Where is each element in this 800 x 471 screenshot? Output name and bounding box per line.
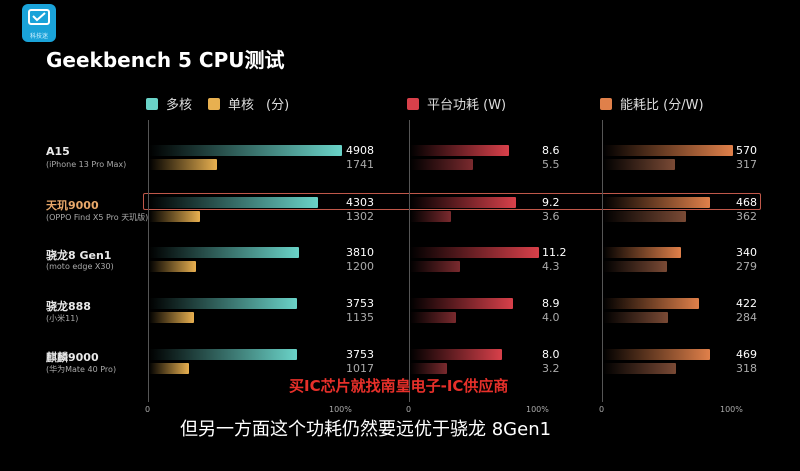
bar-secondary — [603, 211, 686, 222]
bar-primary — [603, 197, 710, 208]
bar-secondary — [603, 159, 675, 170]
value-label: 317 — [736, 158, 757, 171]
value-label: 284 — [736, 311, 757, 324]
logo-text: 科技迷 — [29, 33, 48, 40]
value-label: 5.5 — [542, 158, 560, 171]
bar-primary — [410, 197, 516, 208]
bar-secondary — [149, 261, 196, 272]
category-label: 麒麟9000 — [46, 351, 99, 364]
category-sublabel: (小米11) — [46, 314, 79, 323]
axis-line — [602, 120, 603, 402]
tick-label: 0 — [145, 405, 151, 414]
value-label: 1135 — [346, 311, 374, 324]
category-sublabel: (OPPO Find X5 Pro 天玑版) — [46, 213, 149, 222]
category-sublabel: (华为Mate 40 Pro) — [46, 365, 117, 374]
bar-secondary — [603, 261, 667, 272]
value-label: 3.2 — [542, 362, 560, 375]
channel-logo: 科技迷 — [22, 4, 56, 42]
value-label: 340 — [736, 246, 757, 259]
value-label: 4303 — [346, 196, 374, 209]
chart-title: Geekbench 5 CPU测试 — [46, 48, 285, 72]
video-subtitle: 但另一方面这个功耗仍然要远优于骁龙 8Gen1 — [180, 419, 552, 440]
value-label: 4.3 — [542, 260, 560, 273]
bar-primary — [603, 298, 699, 309]
bar-secondary — [410, 312, 456, 323]
value-label: 1741 — [346, 158, 374, 171]
tick-label: 100% — [329, 405, 352, 414]
value-label: 570 — [736, 144, 757, 157]
category-label: 天玑9000 — [46, 199, 99, 212]
bar-secondary — [410, 159, 473, 170]
value-label: 4908 — [346, 144, 374, 157]
value-label: 1302 — [346, 210, 374, 223]
legend-unit: (分) — [266, 98, 290, 113]
category-sublabel: (iPhone 13 Pro Max) — [46, 160, 127, 169]
value-label: 8.6 — [542, 144, 560, 157]
bar-secondary — [410, 211, 451, 222]
value-label: 3753 — [346, 297, 374, 310]
bar-primary — [410, 298, 513, 309]
watermark: 买IC芯片就找南皇电子-IC供应商 — [289, 377, 509, 395]
bar-secondary — [410, 363, 447, 374]
axis-line — [409, 120, 410, 402]
tick-label: 0 — [406, 405, 412, 414]
bar-primary — [410, 247, 539, 258]
axis-line — [148, 120, 149, 402]
bar-primary — [603, 247, 681, 258]
logo-icon — [28, 9, 50, 25]
value-label: 362 — [736, 210, 757, 223]
legend-multi: 多核 — [166, 98, 193, 113]
tick-label: 100% — [720, 405, 743, 414]
value-label: 1200 — [346, 260, 374, 273]
bar-primary — [149, 349, 297, 360]
value-label: 3753 — [346, 348, 374, 361]
value-label: 4.0 — [542, 311, 560, 324]
bar-secondary — [149, 211, 200, 222]
bar-primary — [603, 145, 733, 156]
legend-swatch-efficiency — [600, 97, 612, 110]
legend-efficiency: 能耗比 (分/W) — [600, 94, 720, 113]
legend-swatch-power — [407, 97, 419, 110]
value-label: 469 — [736, 348, 757, 361]
bar-secondary — [149, 363, 189, 374]
bar-secondary — [149, 159, 217, 170]
value-label: 279 — [736, 260, 757, 273]
category-label: 骁龙888 — [46, 300, 91, 313]
bar-secondary — [603, 363, 676, 374]
value-label: 3.6 — [542, 210, 560, 223]
tick-label: 0 — [599, 405, 605, 414]
bar-primary — [149, 145, 342, 156]
legend-cpu: 多核 单核 (分) — [146, 94, 305, 113]
legend-single: 单核 — [228, 98, 255, 113]
legend-swatch-multi — [146, 97, 158, 110]
value-label: 1017 — [346, 362, 374, 375]
legend-efficiency-label: 能耗比 (分/W) — [620, 98, 704, 113]
category-label: 骁龙8 Gen1 — [46, 249, 112, 262]
category-label: A15 — [46, 145, 70, 158]
value-label: 8.9 — [542, 297, 560, 310]
bar-secondary — [410, 261, 460, 272]
bar-primary — [149, 247, 299, 258]
value-label: 468 — [736, 196, 757, 209]
value-label: 8.0 — [542, 348, 560, 361]
bar-secondary — [149, 312, 194, 323]
legend-swatch-single — [208, 97, 221, 110]
value-label: 3810 — [346, 246, 374, 259]
value-label: 318 — [736, 362, 757, 375]
value-label: 11.2 — [542, 246, 567, 259]
bar-primary — [149, 298, 297, 309]
legend-power: 平台功耗 (W) — [407, 94, 522, 113]
bar-primary — [149, 197, 318, 208]
category-sublabel: (moto edge X30) — [46, 262, 114, 271]
bar-primary — [410, 145, 509, 156]
bar-secondary — [603, 312, 668, 323]
tick-label: 100% — [526, 405, 549, 414]
legend-power-label: 平台功耗 (W) — [427, 98, 507, 113]
bar-primary — [603, 349, 710, 360]
bar-primary — [410, 349, 502, 360]
dimensity-highlight-box — [143, 193, 761, 210]
value-label: 422 — [736, 297, 757, 310]
value-label: 9.2 — [542, 196, 560, 209]
